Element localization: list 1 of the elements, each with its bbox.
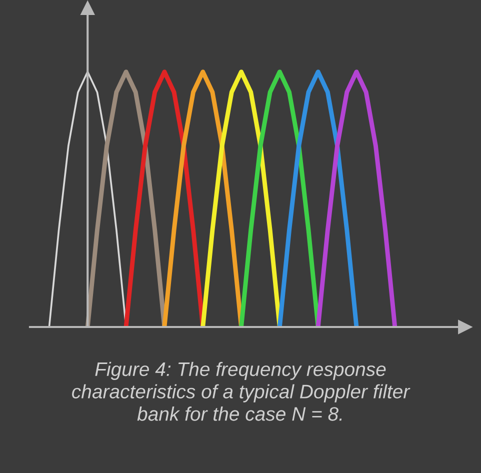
caption: Figure 4: The frequency response characteristics of a typical Doppler filter bank for the case N = 8. [72,362,410,421]
